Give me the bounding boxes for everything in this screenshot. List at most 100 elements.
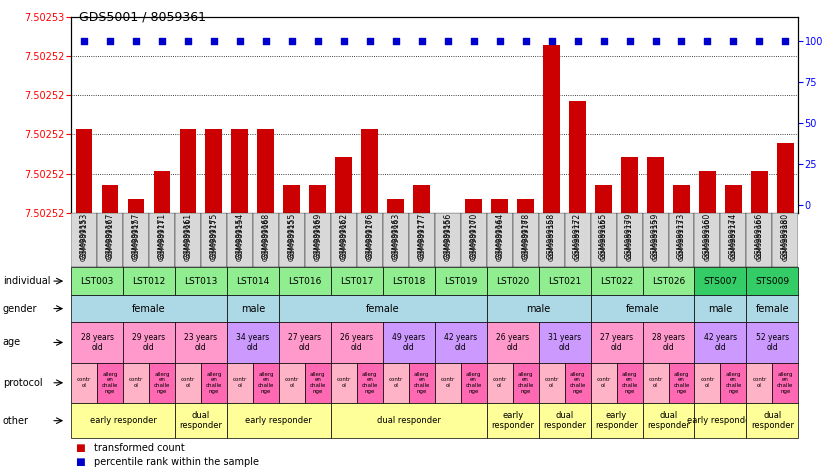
Bar	[387, 199, 404, 213]
Text: other: other	[3, 416, 29, 426]
Text: GSM989153: GSM989153	[81, 219, 87, 261]
Text: contr
ol: contr ol	[441, 377, 455, 388]
Text: GSM989157: GSM989157	[133, 219, 139, 261]
Text: GSM989180: GSM989180	[781, 213, 790, 259]
Text: allerg
en
challe
nge: allerg en challe nge	[309, 372, 326, 394]
FancyBboxPatch shape	[123, 322, 175, 363]
FancyBboxPatch shape	[409, 363, 435, 403]
Text: GSM989175: GSM989175	[210, 213, 218, 259]
Point	[130, 37, 143, 45]
Text: GSM989160: GSM989160	[703, 213, 712, 259]
FancyBboxPatch shape	[435, 322, 487, 363]
Point	[545, 37, 558, 45]
Text: LST016: LST016	[288, 277, 322, 285]
FancyBboxPatch shape	[747, 267, 798, 295]
FancyBboxPatch shape	[747, 322, 798, 363]
Point	[701, 37, 714, 45]
Bar	[309, 185, 326, 213]
FancyBboxPatch shape	[487, 213, 512, 267]
Text: GSM989175: GSM989175	[211, 219, 217, 261]
FancyBboxPatch shape	[590, 322, 643, 363]
Text: individual: individual	[3, 276, 50, 286]
FancyBboxPatch shape	[331, 363, 357, 403]
FancyBboxPatch shape	[357, 363, 383, 403]
FancyBboxPatch shape	[747, 213, 772, 267]
Text: GSM989177: GSM989177	[419, 219, 425, 262]
Text: GDS5001 / 8059361: GDS5001 / 8059361	[79, 10, 206, 23]
Text: GSM989179: GSM989179	[626, 219, 633, 262]
FancyBboxPatch shape	[175, 267, 227, 295]
FancyBboxPatch shape	[590, 403, 643, 438]
Text: LST019: LST019	[444, 277, 477, 285]
Text: 34 years
old: 34 years old	[237, 333, 269, 352]
FancyBboxPatch shape	[721, 213, 747, 267]
Point	[363, 37, 376, 45]
FancyBboxPatch shape	[616, 363, 643, 403]
FancyBboxPatch shape	[695, 213, 721, 267]
FancyBboxPatch shape	[383, 267, 435, 295]
Text: LST020: LST020	[496, 277, 529, 285]
FancyBboxPatch shape	[461, 213, 487, 267]
Text: percentile rank within the sample: percentile rank within the sample	[94, 457, 258, 467]
Text: GSM989154: GSM989154	[236, 213, 244, 259]
FancyBboxPatch shape	[487, 295, 590, 322]
FancyBboxPatch shape	[383, 213, 409, 267]
Point	[467, 37, 481, 45]
FancyBboxPatch shape	[695, 403, 747, 438]
FancyBboxPatch shape	[669, 363, 695, 403]
FancyBboxPatch shape	[227, 363, 252, 403]
Text: GSM989155: GSM989155	[288, 213, 296, 259]
Text: GSM989178: GSM989178	[521, 213, 530, 259]
Text: allerg
en
challe
nge: allerg en challe nge	[621, 372, 638, 394]
FancyBboxPatch shape	[383, 363, 409, 403]
Point	[519, 37, 533, 45]
Text: male: male	[708, 303, 732, 314]
Text: female: female	[366, 303, 400, 314]
Point	[778, 37, 792, 45]
Bar	[751, 171, 767, 213]
Point	[207, 37, 221, 45]
Point	[675, 37, 688, 45]
FancyBboxPatch shape	[409, 213, 435, 267]
Bar	[569, 100, 586, 213]
Point	[441, 37, 455, 45]
FancyBboxPatch shape	[643, 403, 695, 438]
Point	[155, 37, 169, 45]
Bar	[466, 199, 482, 213]
FancyBboxPatch shape	[97, 363, 123, 403]
Bar	[361, 129, 378, 213]
Text: LST017: LST017	[340, 277, 374, 285]
FancyBboxPatch shape	[252, 363, 279, 403]
Text: GSM989166: GSM989166	[755, 213, 764, 259]
Text: protocol: protocol	[3, 378, 43, 388]
Text: dual
responder: dual responder	[647, 411, 690, 430]
FancyBboxPatch shape	[643, 363, 669, 403]
Text: early responder: early responder	[687, 416, 754, 425]
Point	[649, 37, 662, 45]
Text: GSM989170: GSM989170	[471, 219, 477, 262]
FancyBboxPatch shape	[97, 213, 123, 267]
Point	[415, 37, 428, 45]
FancyBboxPatch shape	[331, 267, 383, 295]
Text: GSM989165: GSM989165	[600, 219, 607, 261]
Text: LST003: LST003	[80, 277, 114, 285]
Point	[752, 37, 766, 45]
FancyBboxPatch shape	[747, 363, 772, 403]
Text: GSM989169: GSM989169	[314, 213, 323, 259]
Text: LST013: LST013	[184, 277, 217, 285]
Point	[311, 37, 324, 45]
Point	[78, 37, 91, 45]
Text: 28 years
old: 28 years old	[80, 333, 114, 352]
FancyBboxPatch shape	[71, 403, 175, 438]
FancyBboxPatch shape	[279, 322, 331, 363]
Text: 49 years
old: 49 years old	[392, 333, 426, 352]
Text: GSM989178: GSM989178	[522, 219, 528, 262]
Text: contr
ol: contr ol	[701, 377, 715, 388]
Bar	[699, 171, 716, 213]
Text: contr
ol: contr ol	[181, 377, 195, 388]
Point	[389, 37, 402, 45]
Text: dual
responder: dual responder	[543, 411, 586, 430]
FancyBboxPatch shape	[305, 213, 331, 267]
Point	[726, 37, 740, 45]
Text: LST026: LST026	[652, 277, 686, 285]
